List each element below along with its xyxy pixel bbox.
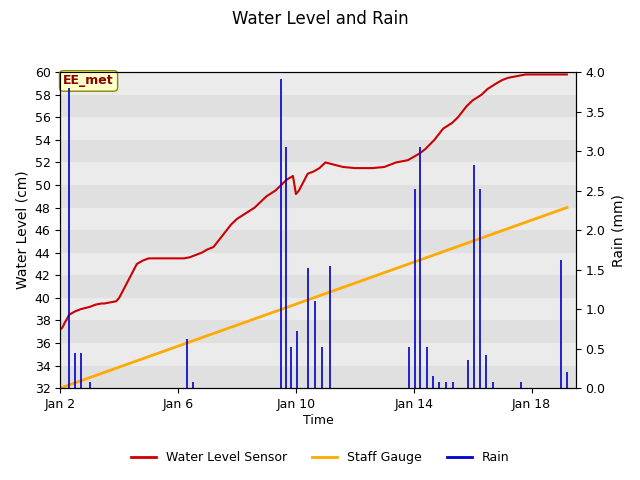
Bar bbox=[60, 162, 576, 185]
Bar bbox=[60, 72, 576, 95]
Text: EE_met: EE_met bbox=[63, 74, 114, 87]
Y-axis label: Water Level (cm): Water Level (cm) bbox=[15, 171, 29, 289]
Bar bbox=[60, 207, 576, 230]
Text: Water Level and Rain: Water Level and Rain bbox=[232, 10, 408, 28]
X-axis label: Time: Time bbox=[303, 414, 333, 427]
Bar bbox=[60, 275, 576, 298]
Bar bbox=[60, 343, 576, 366]
Bar bbox=[60, 117, 576, 140]
Y-axis label: Rain (mm): Rain (mm) bbox=[611, 194, 625, 266]
Bar bbox=[60, 140, 576, 162]
Bar bbox=[60, 321, 576, 343]
Bar bbox=[60, 95, 576, 117]
Legend: Water Level Sensor, Staff Gauge, Rain: Water Level Sensor, Staff Gauge, Rain bbox=[125, 446, 515, 469]
Bar bbox=[60, 298, 576, 321]
Bar bbox=[60, 366, 576, 388]
Bar bbox=[60, 252, 576, 275]
Bar bbox=[60, 185, 576, 207]
Bar bbox=[60, 230, 576, 252]
